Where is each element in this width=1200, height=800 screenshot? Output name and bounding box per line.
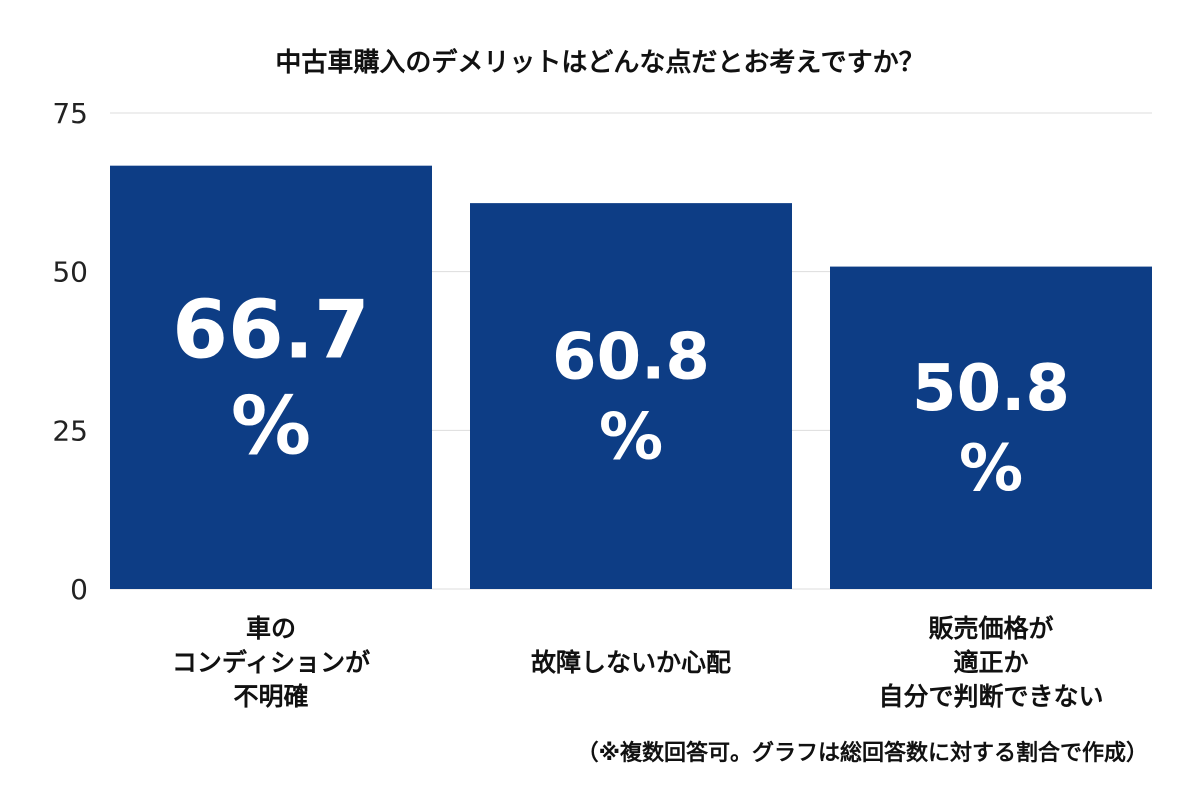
y-tick-label: 25 (52, 414, 88, 447)
footnote: （※複数回答可。グラフは総回答数に対する割合で作成） (576, 741, 1148, 766)
y-tick-label: 0 (70, 573, 88, 606)
x-category-label: 販売価格が適正か自分で判断できない (878, 614, 1103, 711)
bar-unit-label: % (599, 400, 663, 474)
bar-unit-label: % (959, 432, 1023, 506)
chart-title: 中古車購入のデメリットはどんな点だとお考えですか？ (275, 48, 925, 78)
bars: 66.7%60.8%50.8% (110, 165, 1152, 589)
bar (470, 203, 792, 589)
bar-value-label: 50.8 (912, 352, 1070, 426)
y-tick-label: 50 (52, 256, 88, 289)
bar-unit-label: % (231, 379, 311, 472)
bar-value-label: 66.7 (172, 283, 369, 376)
bar (830, 266, 1152, 589)
x-axis-category-labels: 車のコンディションが不明確 故障しないか心配 販売価格が適正か自分で判断できない (172, 614, 1104, 711)
x-category-label: 車のコンディションが不明確 (172, 614, 370, 711)
bar (110, 165, 432, 589)
bar-value-label: 60.8 (552, 320, 710, 394)
x-category-label: 故障しないか心配 (531, 648, 731, 677)
y-tick-label: 75 (52, 97, 88, 130)
y-axis-ticks: 0 25 50 75 (52, 97, 88, 606)
